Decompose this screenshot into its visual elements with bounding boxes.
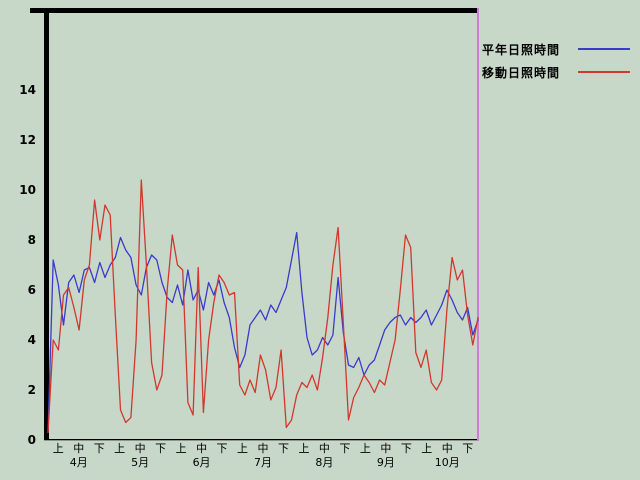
x-axis-line [44,439,479,441]
x-axis-period-label: 上 [298,442,309,455]
y-axis-tick-label: 2 [28,383,36,397]
x-axis-period-label: 下 [278,442,289,455]
x-axis-period-label: 下 [155,442,166,455]
moving-sunshine-line-series [47,179,479,434]
x-axis-month-label: 5月 [131,456,149,469]
x-axis-period-label: 中 [196,442,207,455]
x-axis-period-label: 中 [135,442,146,455]
x-axis-period-label: 下 [339,442,350,455]
x-axis-month-label: 7月 [254,456,272,469]
legend-label-normal-sunshine: 平年日照時間 [482,42,561,57]
x-axis-period-label: 上 [176,442,187,455]
x-axis-month-label: 6月 [193,456,211,469]
x-axis-month-label: 10月 [435,456,460,469]
x-axis-period-label: 下 [462,442,473,455]
current-date-marker-line [477,8,479,441]
x-axis-period-label: 下 [217,442,228,455]
chart-legend: 平年日照時間 移動日照時間 [482,42,630,80]
x-axis-period-label: 上 [114,442,125,455]
plot-top-border [30,8,479,13]
x-axis-period-label: 中 [319,442,330,455]
x-axis-month-label: 4月 [70,456,88,469]
x-axis-period-label: 下 [94,442,105,455]
y-axis-tick-label: 4 [28,333,36,347]
y-axis-tick-label: 14 [19,83,36,97]
normal-sunshine-line-series [47,231,479,434]
legend-item-normal-sunshine: 平年日照時間 [482,42,630,57]
x-axis-period-label: 中 [258,442,269,455]
y-axis-tick-label: 6 [28,283,36,297]
x-axis-period-label: 中 [442,442,453,455]
y-axis-tick-label: 8 [28,233,36,247]
y-axis-tick-label: 0 [28,433,36,447]
x-axis-period-label: 中 [380,442,391,455]
x-axis-period-label: 上 [53,442,64,455]
x-axis-period-label: 下 [401,442,412,455]
x-axis-month-label: 8月 [315,456,333,469]
legend-item-moving-sunshine: 移動日照時間 [482,65,630,80]
y-axis-tick-label: 12 [19,133,36,147]
legend-label-moving-sunshine: 移動日照時間 [482,65,561,80]
y-axis-tick-label: 10 [19,183,36,197]
x-axis-period-label: 上 [421,442,432,455]
x-axis-month-label: 9月 [377,456,395,469]
x-axis-period-label: 上 [237,442,248,455]
legend-line-swatch-red [578,71,630,73]
y-axis-line [44,8,49,440]
legend-line-swatch-blue [578,48,630,50]
x-axis-period-label: 上 [360,442,371,455]
x-axis-period-label: 中 [73,442,84,455]
